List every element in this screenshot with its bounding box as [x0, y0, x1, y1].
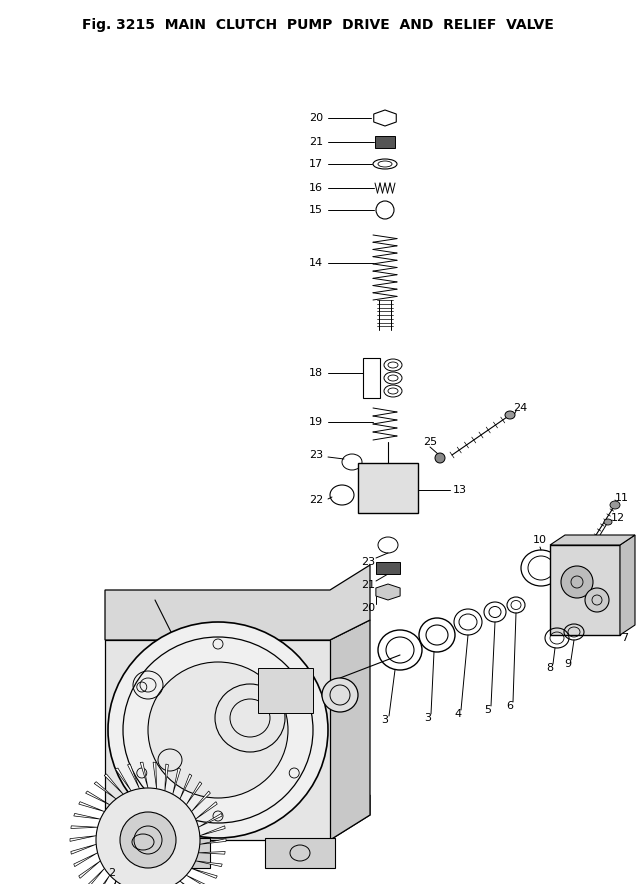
Polygon shape: [71, 844, 96, 854]
Text: 7: 7: [622, 633, 629, 643]
Polygon shape: [115, 768, 131, 791]
Text: 22: 22: [309, 495, 323, 505]
Polygon shape: [196, 861, 222, 866]
Polygon shape: [192, 791, 210, 812]
Polygon shape: [105, 795, 370, 840]
Text: 5: 5: [485, 705, 492, 715]
Ellipse shape: [108, 622, 328, 838]
Polygon shape: [127, 764, 140, 789]
Text: 20: 20: [309, 113, 323, 123]
Text: 24: 24: [513, 403, 527, 413]
Polygon shape: [180, 881, 202, 884]
Ellipse shape: [585, 588, 609, 612]
Text: 19: 19: [309, 417, 323, 427]
Text: 21: 21: [309, 137, 323, 147]
Text: Fig. 3215  MAIN  CLUTCH  PUMP  DRIVE  AND  RELIEF  VALVE: Fig. 3215 MAIN CLUTCH PUMP DRIVE AND REL…: [82, 18, 554, 32]
Text: 8: 8: [547, 663, 554, 673]
Polygon shape: [105, 565, 370, 640]
Bar: [130, 838, 210, 868]
Text: 10: 10: [533, 535, 547, 545]
Polygon shape: [198, 851, 225, 854]
Polygon shape: [79, 861, 101, 879]
Polygon shape: [620, 535, 635, 635]
Text: 3: 3: [424, 713, 431, 723]
Bar: [258, 668, 313, 713]
Polygon shape: [165, 764, 168, 791]
Ellipse shape: [148, 662, 288, 798]
Polygon shape: [104, 881, 116, 884]
Polygon shape: [79, 802, 104, 812]
Polygon shape: [186, 875, 210, 884]
Polygon shape: [74, 813, 101, 819]
Polygon shape: [71, 826, 97, 828]
Text: 17: 17: [309, 159, 323, 169]
Ellipse shape: [610, 501, 620, 509]
Ellipse shape: [505, 411, 515, 419]
Bar: [358, 463, 418, 513]
Polygon shape: [330, 620, 370, 840]
Polygon shape: [200, 826, 225, 835]
Text: 20: 20: [361, 603, 375, 613]
Bar: [550, 545, 620, 635]
Polygon shape: [180, 774, 192, 799]
Text: 9: 9: [564, 659, 571, 669]
Polygon shape: [192, 868, 217, 879]
Text: 23: 23: [309, 450, 323, 460]
Ellipse shape: [370, 475, 386, 491]
Text: 6: 6: [506, 701, 513, 711]
Bar: [376, 562, 400, 574]
Polygon shape: [70, 835, 96, 842]
Polygon shape: [198, 813, 222, 827]
Ellipse shape: [120, 812, 176, 868]
Text: 16: 16: [309, 183, 323, 193]
Text: 14: 14: [309, 258, 323, 268]
Polygon shape: [153, 762, 157, 789]
Text: 2: 2: [108, 868, 115, 878]
Polygon shape: [105, 640, 330, 840]
Polygon shape: [186, 781, 202, 804]
Bar: [363, 358, 380, 398]
Text: 15: 15: [309, 205, 323, 215]
Polygon shape: [94, 781, 116, 799]
Bar: [375, 136, 395, 148]
Text: 25: 25: [423, 437, 437, 447]
Bar: [265, 838, 335, 868]
Text: 11: 11: [615, 493, 629, 503]
Ellipse shape: [604, 519, 612, 525]
Polygon shape: [85, 868, 104, 884]
Text: 12: 12: [611, 513, 625, 523]
Text: 13: 13: [453, 485, 467, 495]
Text: 21: 21: [361, 580, 375, 590]
Ellipse shape: [96, 788, 200, 884]
Polygon shape: [374, 110, 396, 126]
Text: 4: 4: [454, 709, 462, 719]
Polygon shape: [94, 875, 110, 884]
Ellipse shape: [561, 566, 593, 598]
Polygon shape: [74, 853, 97, 866]
Polygon shape: [104, 774, 123, 794]
Text: 3: 3: [382, 715, 389, 725]
Polygon shape: [376, 584, 400, 600]
Polygon shape: [196, 802, 217, 819]
Polygon shape: [550, 535, 635, 545]
Polygon shape: [173, 768, 180, 794]
Ellipse shape: [435, 453, 445, 463]
Text: 23: 23: [361, 557, 375, 567]
Polygon shape: [140, 762, 148, 788]
Ellipse shape: [322, 678, 358, 712]
Polygon shape: [85, 791, 110, 804]
Text: 18: 18: [309, 368, 323, 378]
Polygon shape: [200, 839, 226, 844]
